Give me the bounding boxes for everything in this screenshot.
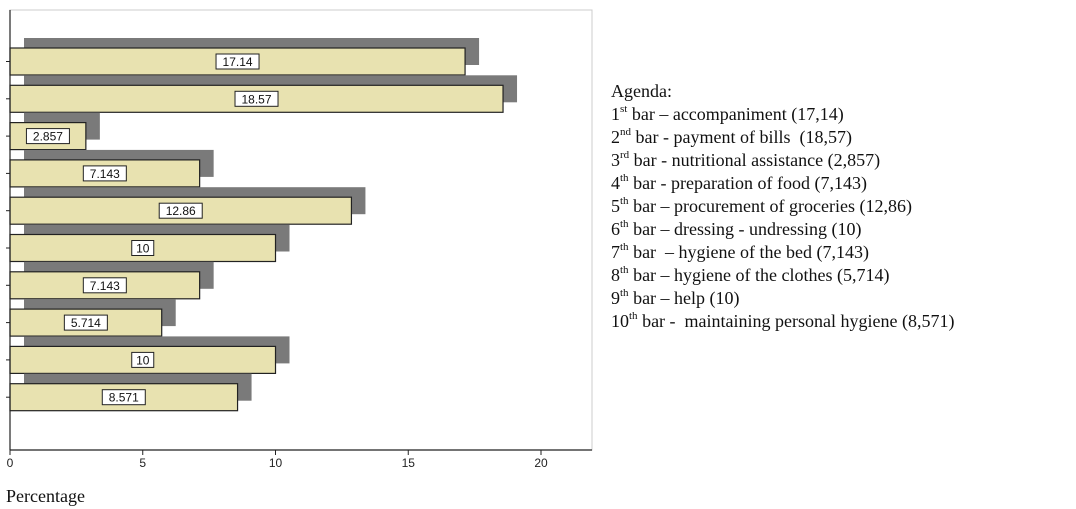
data-label: 7.143 [90, 279, 120, 293]
data-label-box [63, 314, 108, 331]
agenda-item-text: bar - maintaining personal hygiene (8,57… [637, 311, 955, 331]
agenda-item-text: bar – help (10) [628, 288, 740, 308]
agenda-item-number: 1 [611, 104, 620, 124]
x-tick-label: 15 [402, 456, 416, 470]
agenda-item: 8th bar – hygiene of the clothes (5,714) [611, 264, 1071, 287]
agenda-item-ordinal: th [620, 218, 629, 230]
agenda-item-ordinal: rd [620, 149, 630, 161]
agenda-item-ordinal: nd [620, 126, 631, 138]
agenda-item: 2nd bar - payment of bills (18,57) [611, 126, 1071, 149]
agenda-item-text: bar – dressing - undressing (10) [628, 219, 862, 239]
agenda-legend: Agenda: 1st bar – accompaniment (17,14) 2… [611, 80, 1071, 333]
agenda-item-number: 8 [611, 265, 620, 285]
x-axis-label: Percentage [6, 486, 85, 506]
agenda-item-number: 3 [611, 150, 620, 170]
agenda-item-ordinal: th [620, 172, 629, 184]
data-label: 8.571 [109, 391, 139, 405]
data-label-box [158, 202, 203, 219]
data-label-box [101, 389, 146, 406]
agenda-item-text: bar - payment of bills (18,57) [631, 127, 852, 147]
agenda-item-number: 7 [611, 242, 620, 262]
agenda-item: 5th bar – procurement of groceries (12,8… [611, 195, 1071, 218]
x-tick-label: 10 [269, 456, 283, 470]
agenda-item-ordinal: th [620, 264, 629, 276]
agenda-item: 6th bar – dressing - undressing (10) [611, 218, 1071, 241]
agenda-item: 9th bar – help (10) [611, 287, 1071, 310]
data-label-box [234, 90, 279, 107]
x-tick-label: 20 [534, 456, 548, 470]
agenda-item-ordinal: th [620, 241, 629, 253]
agenda-item-number: 9 [611, 288, 620, 308]
data-label-box [82, 165, 127, 182]
agenda-item-number: 5 [611, 196, 620, 216]
data-label: 10 [136, 353, 150, 367]
data-label: 18.57 [242, 92, 272, 106]
agenda-item: 3rd bar - nutritional assistance (2,857) [611, 149, 1071, 172]
agenda-item-text: bar – hygiene of the bed (7,143) [628, 242, 869, 262]
bar-chart: 17.14 18.57 2.857 7.143 12.86 10 7.143 5.714 10 8… [6, 9, 593, 470]
bar [9, 84, 504, 113]
agenda-title: Agenda: [611, 81, 672, 101]
data-label-box [215, 53, 260, 70]
data-label-box [131, 240, 155, 256]
agenda-item-ordinal: th [629, 310, 638, 322]
agenda-item: 4th bar - preparation of food (7,143) [611, 172, 1071, 195]
agenda-item: 10th bar - maintaining personal hygiene … [611, 310, 1071, 333]
agenda-item-ordinal: st [620, 103, 628, 115]
agenda-item-ordinal: th [620, 195, 629, 207]
x-tick-label: 5 [139, 456, 146, 470]
data-label: 7.143 [90, 167, 120, 181]
agenda-item-text: bar - nutritional assistance (2,857) [629, 150, 881, 170]
data-label: 2.857 [33, 130, 63, 144]
x-tick-label: 0 [7, 456, 14, 470]
agenda-item-number: 6 [611, 219, 620, 239]
data-label: 17.14 [223, 55, 253, 69]
data-label: 5.714 [71, 316, 101, 330]
agenda-item-ordinal: th [620, 287, 629, 299]
agenda-item: 1st bar – accompaniment (17,14) [611, 103, 1071, 126]
agenda-item-text: bar – hygiene of the clothes (5,714) [628, 265, 890, 285]
agenda-list: 1st bar – accompaniment (17,14) 2nd bar -… [611, 103, 1071, 333]
data-label-box [131, 351, 155, 368]
agenda-item-text: bar – procurement of groceries (12,86) [628, 196, 912, 216]
agenda-item-number: 2 [611, 127, 620, 147]
data-label: 12.86 [166, 204, 196, 218]
data-label: 10 [136, 242, 150, 256]
data-label-box [25, 128, 70, 145]
agenda-item: 7th bar – hygiene of the bed (7,143) [611, 241, 1071, 264]
agenda-item-text: bar - preparation of food (7,143) [628, 173, 867, 193]
agenda-item-number: 4 [611, 173, 620, 193]
agenda-item-number: 10 [611, 311, 629, 331]
agenda-item-text: bar – accompaniment (17,14) [627, 104, 844, 124]
bar [9, 383, 239, 412]
data-label-box [82, 277, 127, 294]
